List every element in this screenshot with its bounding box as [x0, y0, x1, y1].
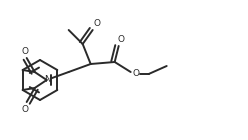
Text: N: N [44, 75, 51, 85]
Text: O: O [93, 19, 100, 29]
Text: O: O [132, 69, 139, 79]
Text: O: O [21, 104, 28, 114]
Text: O: O [21, 46, 28, 55]
Text: O: O [117, 34, 124, 44]
